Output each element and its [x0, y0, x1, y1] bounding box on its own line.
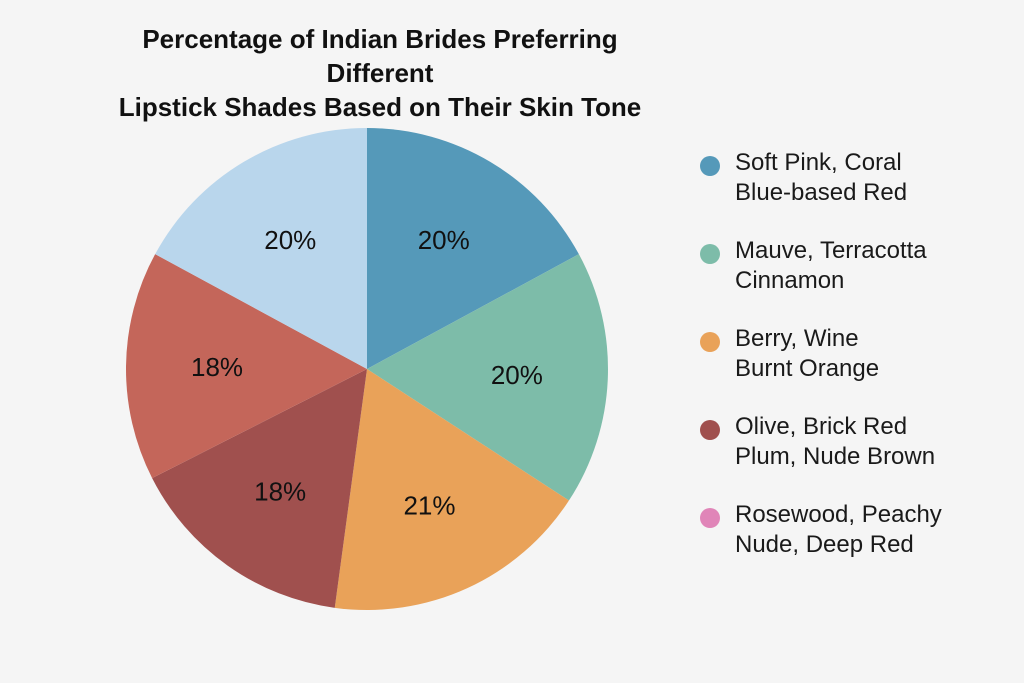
legend-item-2: Mauve, Terracotta Cinnamon: [700, 236, 1020, 324]
legend-item-1: Soft Pink, Coral Blue-based Red: [700, 148, 1020, 236]
legend-swatch-5: [700, 508, 720, 528]
legend-item-5: Rosewood, Peachy Nude, Deep Red: [700, 500, 1020, 588]
legend-label-4-line-1: Olive, Brick Red: [735, 413, 908, 440]
legend-label-3-line-1: Berry, Wine: [735, 325, 859, 352]
chart-title: Percentage of Indian Brides Preferring D…: [100, 22, 660, 124]
chart-title-line-1: Percentage of Indian Brides Preferring D…: [142, 24, 618, 88]
legend-swatch-2: [700, 244, 720, 264]
legend-label-4: Olive, Brick Red Plum, Nude Brown: [735, 412, 935, 472]
legend-label-3-line-2: Burnt Orange: [735, 355, 880, 382]
legend-swatch-4: [700, 420, 720, 440]
legend-label-5-line-2: Nude, Deep Red: [735, 531, 914, 558]
legend-label-1-line-2: Blue-based Red: [735, 179, 908, 206]
slice-label-5: 18%: [191, 352, 243, 382]
pie-slice-2: [367, 254, 608, 501]
legend-label-5: Rosewood, Peachy Nude, Deep Red: [735, 500, 942, 560]
legend-label-1-line-1: Soft Pink, Coral: [735, 149, 902, 176]
legend: Soft Pink, Coral Blue-based Red Mauve, Ter…: [700, 148, 1020, 588]
legend-item-3: Berry, Wine Burnt Orange: [700, 324, 1020, 412]
legend-label-1: Soft Pink, Coral Blue-based Red: [735, 148, 907, 208]
slice-label-6: 20%: [264, 225, 316, 255]
legend-label-2-line-1: Mauve, Terracotta: [735, 237, 927, 264]
legend-label-3: Berry, Wine Burnt Orange: [735, 324, 879, 384]
pie-slice-6: [155, 128, 367, 369]
legend-label-5-line-1: Rosewood, Peachy: [735, 501, 942, 528]
pie-slice-3: [334, 369, 569, 610]
slice-label-4: 18%: [254, 476, 306, 506]
legend-swatch-3: [700, 332, 720, 352]
pie-slice-1: [367, 128, 579, 369]
slice-label-2: 20%: [491, 360, 543, 390]
slice-label-1: 20%: [418, 225, 470, 255]
legend-item-4: Olive, Brick Red Plum, Nude Brown: [700, 412, 1020, 500]
chart-title-line-2: Lipstick Shades Based on Their Skin Tone: [118, 92, 642, 122]
legend-label-4-line-2: Plum, Nude Brown: [735, 443, 936, 470]
legend-swatch-1: [700, 156, 720, 176]
pie-slice-4: [152, 369, 367, 608]
legend-label-2: Mauve, Terracotta Cinnamon: [735, 236, 927, 296]
pie-slice-5: [126, 254, 367, 479]
legend-label-2-line-2: Cinnamon: [735, 267, 845, 294]
slice-label-3: 21%: [403, 490, 455, 520]
